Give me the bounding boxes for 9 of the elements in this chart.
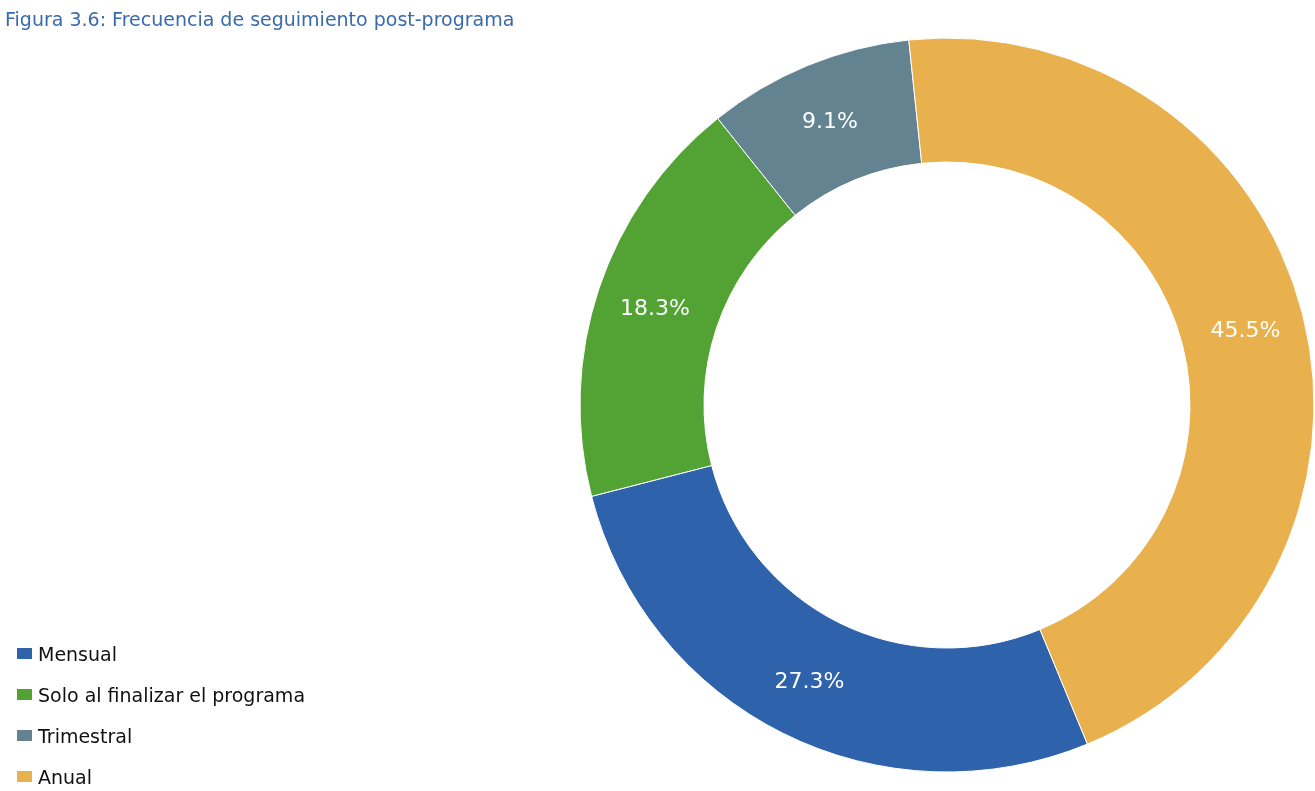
legend-label: Trimestral bbox=[37, 724, 133, 747]
data-label: 27.3% bbox=[774, 668, 845, 694]
data-label: 18.3% bbox=[619, 294, 690, 320]
legend-label: Solo al finalizar el programa bbox=[38, 683, 306, 706]
data-label: 45.5% bbox=[1210, 316, 1281, 342]
legend-label: Anual bbox=[38, 765, 93, 788]
legend-label: Mensual bbox=[38, 642, 117, 665]
data-label: 9.1% bbox=[802, 107, 858, 133]
chart-title: Figura 3.6: Frecuencia de seguimiento post-programa bbox=[5, 7, 515, 30]
